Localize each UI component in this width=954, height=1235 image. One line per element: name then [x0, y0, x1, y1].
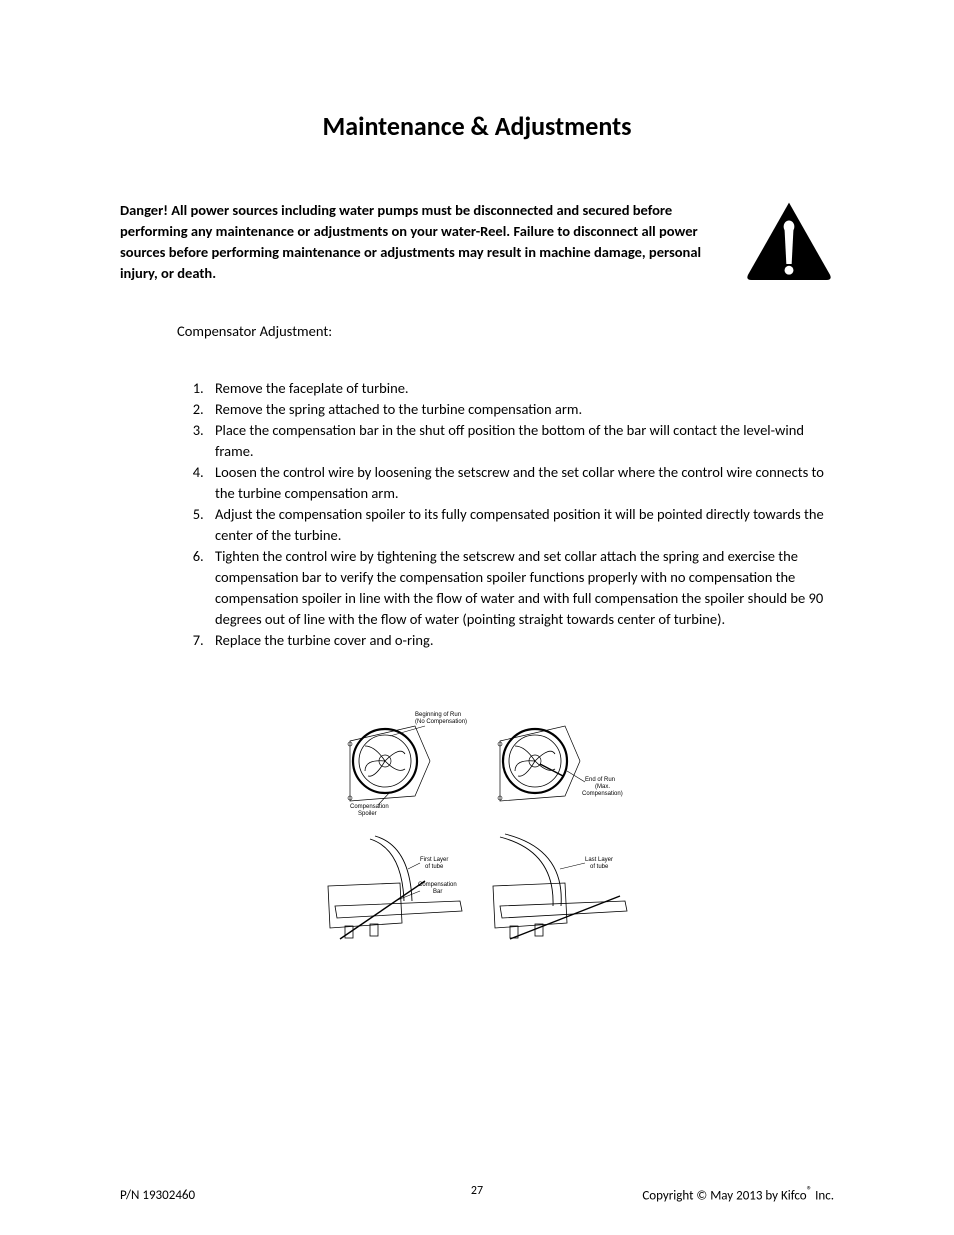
step-item: Replace the turbine cover and o-ring. [207, 630, 834, 651]
reel-left-diagram: First Layer of tube Compensation Bar [320, 831, 470, 946]
step-item: Loosen the control wire by loosening the… [207, 462, 834, 504]
reel-right-diagram: Last Layer of tube [485, 831, 635, 946]
section-label: Compensator Adjustment: [177, 322, 834, 340]
diagram-label: Beginning of Run [415, 712, 461, 718]
step-item: Remove the faceplate of turbine. [207, 378, 834, 399]
step-item: Remove the spring attached to the turbin… [207, 399, 834, 420]
diagram-label: of tube [590, 864, 609, 870]
diagram-label: of tube [425, 864, 444, 870]
warning-triangle-icon [744, 200, 834, 280]
diagram-label: Last Layer [585, 857, 613, 863]
diagram-right-column: End of Run (Max. Compensation) Last Laye… [485, 706, 635, 946]
warning-text: Danger! All power sources including wate… [120, 200, 744, 284]
diagram-label: Compensation [350, 804, 389, 810]
diagram-label: (Max. [595, 784, 610, 790]
diagram-label: Compensation) [582, 791, 623, 797]
diagram-container: Beginning of Run (No Compensation) Compe [120, 706, 834, 946]
diagram-label: End of Run [585, 777, 615, 783]
steps-list: Remove the faceplate of turbine. Remove … [177, 378, 834, 651]
diagram-label: Spoiler [358, 811, 377, 817]
footer-copyright: Copyright © May 2013 by Kifco® Inc. [642, 1184, 834, 1203]
diagram-left-column: Beginning of Run (No Compensation) Compe [320, 706, 470, 946]
footer-page-number: 27 [471, 1184, 483, 1198]
page-footer: P/N 19302460 27 Copyright © May 2013 by … [120, 1184, 834, 1203]
page-title: Maintenance & Adjustments [120, 110, 834, 142]
footer-copyright-text: Copyright © May 2013 by Kifco [642, 1188, 806, 1203]
footer-part-number: P/N 19302460 [120, 1188, 195, 1203]
footer-copyright-suffix: Inc. [812, 1188, 834, 1203]
step-item: Adjust the compensation spoiler to its f… [207, 504, 834, 546]
diagram-label: Compensation [418, 882, 457, 888]
warning-block: Danger! All power sources including wate… [120, 200, 834, 284]
turbine-left-diagram: Beginning of Run (No Compensation) Compe [320, 706, 470, 821]
step-item: Place the compensation bar in the shut o… [207, 420, 834, 462]
turbine-right-diagram: End of Run (Max. Compensation) [485, 706, 635, 821]
step-item: Tighten the control wire by tightening t… [207, 546, 834, 630]
diagram-label: First Layer [420, 857, 448, 863]
diagram-label: (No Compensation) [415, 719, 467, 725]
diagram-label: Bar [433, 889, 442, 895]
